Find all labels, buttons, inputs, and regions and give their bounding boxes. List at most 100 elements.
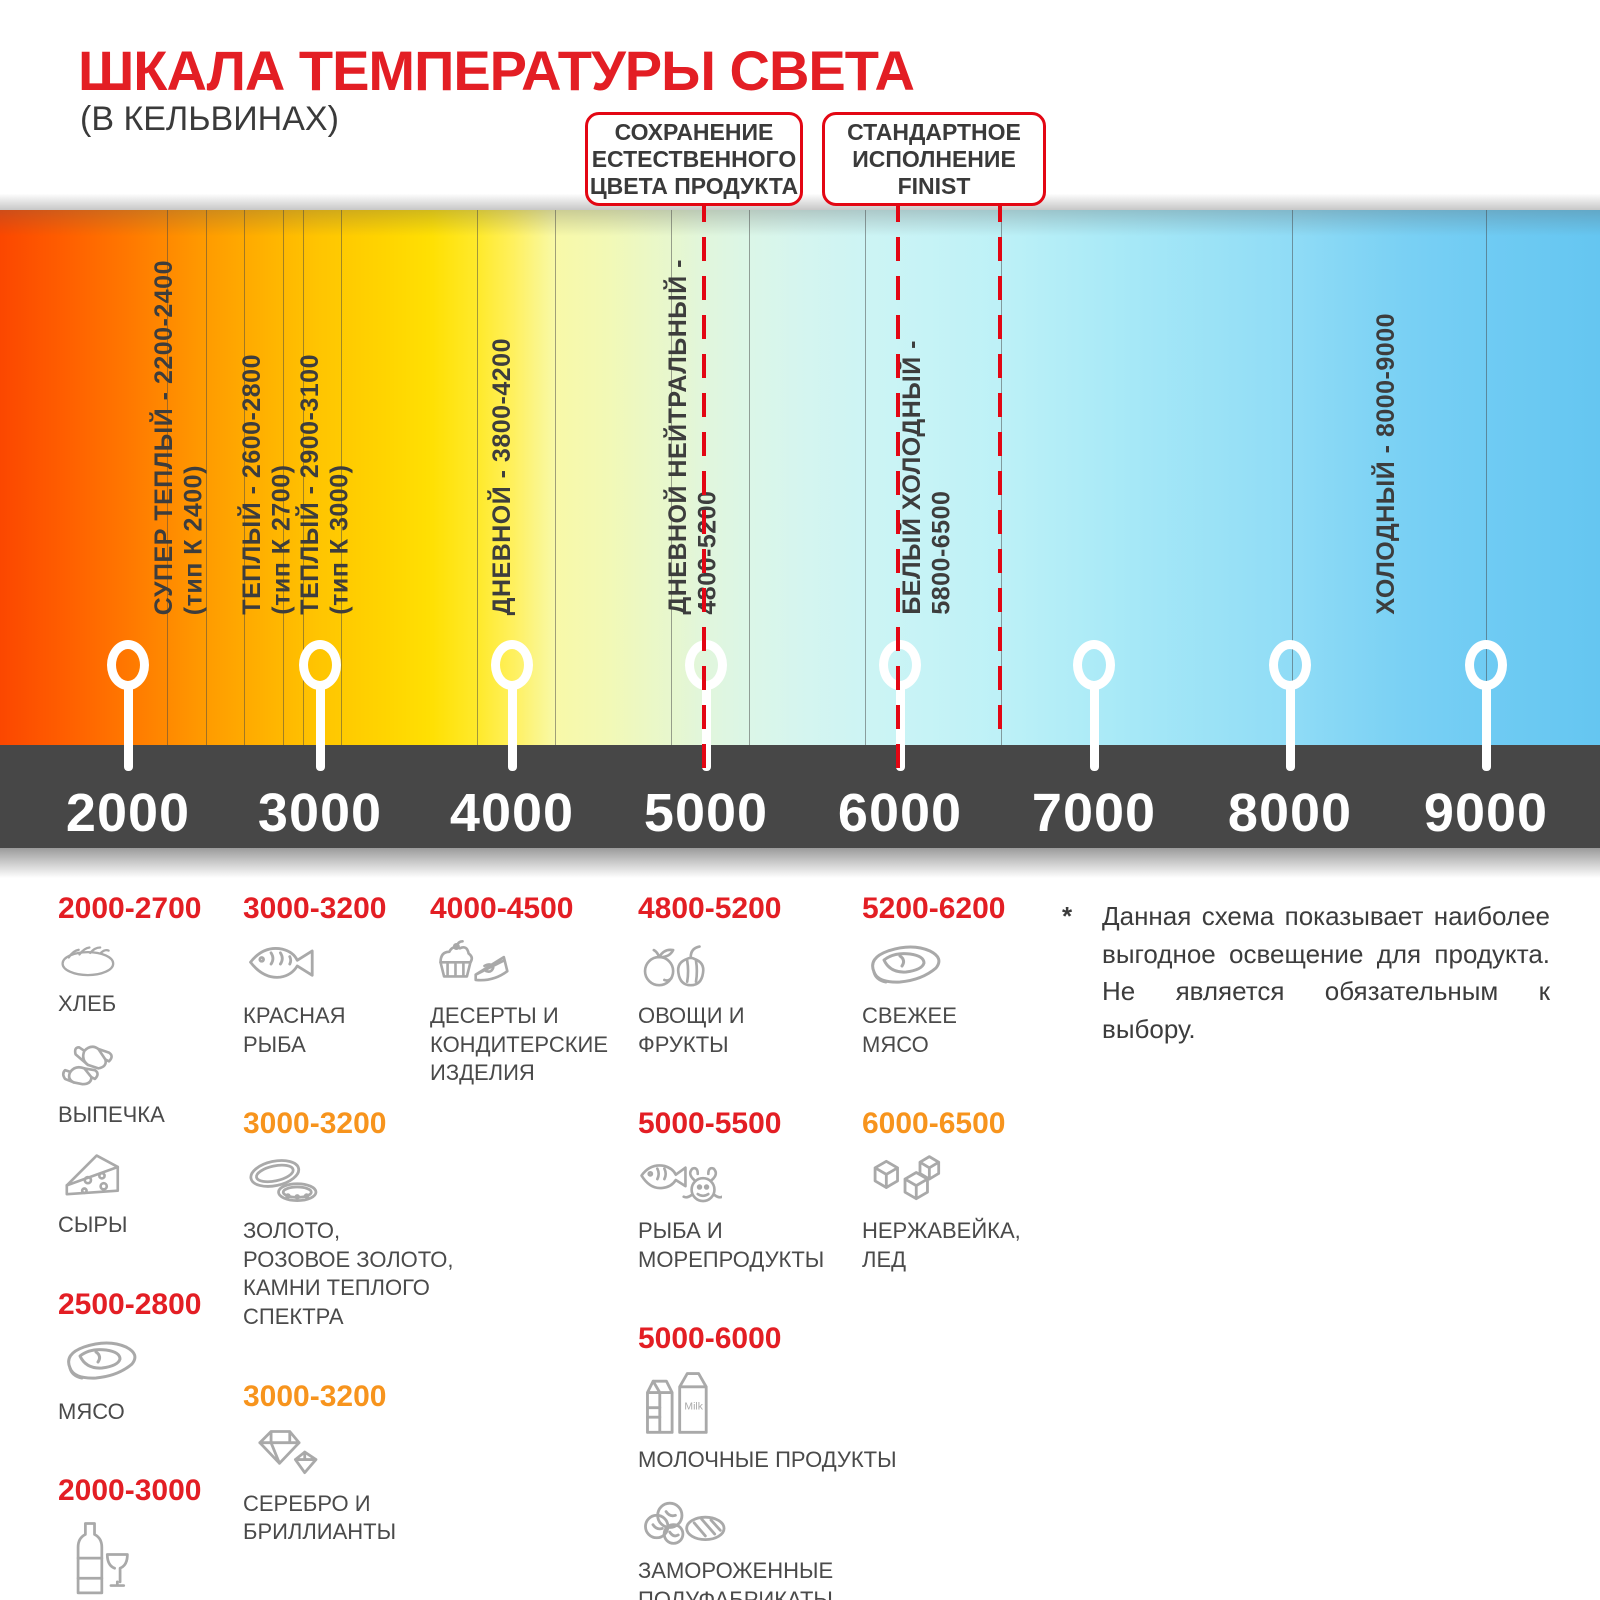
temp-range: 2500-2800 xyxy=(58,1287,202,1321)
segment-label-super-warm: СУПЕР ТЕПЛЫЙ - 2200-2400 (тип К 2400) xyxy=(150,259,208,615)
product-item: СВЕЖЕЕ МЯСО xyxy=(862,936,1072,1059)
product-item: СЫРЫ xyxy=(58,1145,243,1240)
product-group: 5200-6200 СВЕЖЕЕ МЯСО xyxy=(862,892,1072,1059)
product-item: ОВОЩИ И ФРУКТЫ xyxy=(638,936,938,1059)
product-item: НЕРЖАВЕЙКА, ЛЕД xyxy=(862,1151,1072,1274)
divider-2900 xyxy=(303,210,304,745)
product-label: МЯСО xyxy=(58,1398,125,1424)
temp-range: 4800-5200 xyxy=(638,892,782,925)
callout-natural-color: СОХРАНЕНИЕ ЕСТЕСТВЕННОГО ЦВЕТА ПРОДУКТА xyxy=(585,112,803,206)
diamond-icon xyxy=(243,1424,488,1482)
pin-3000 xyxy=(299,640,341,771)
product-item: ЗОЛОТО, РОЗОВОЕ ЗОЛОТО, КАМНИ ТЕПЛОГО СП… xyxy=(243,1151,488,1331)
tick-8000: 8000 xyxy=(1227,783,1353,843)
temp-range: 6000-6500 xyxy=(862,1107,1006,1141)
segment-label-cool-white: БЕЛЫЙ ХОЛОДНЫЙ -5800-6500 xyxy=(898,340,956,615)
product-label: МОЛОЧНЫЕ ПРОДУКТЫ xyxy=(638,1447,897,1473)
page-subtitle: (В КЕЛЬВИНАХ) xyxy=(80,100,339,138)
bread-icon xyxy=(58,936,243,982)
product-label: НЕРЖАВЕЙКА, ЛЕД xyxy=(862,1218,1021,1272)
guide-line-6500 xyxy=(998,198,1002,743)
divider-3800 xyxy=(477,210,478,745)
rings-icon xyxy=(243,1151,488,1209)
tick-2000: 2000 xyxy=(65,783,191,843)
product-group: 5000-6000 Milk МОЛОЧНЫЕ ПРОДУКТЫ ЗАМОРОЖ… xyxy=(638,1322,938,1600)
band-top-shadow xyxy=(0,194,1600,210)
produce-icon xyxy=(638,936,938,994)
cheese-icon xyxy=(58,1145,243,1203)
footnote-text: Данная схема показывает наиболее выгодно… xyxy=(1102,901,1550,1045)
divider-9000 xyxy=(1486,210,1487,745)
milk-icon: Milk xyxy=(638,1366,938,1438)
footnote-asterisk: * xyxy=(1062,901,1073,931)
divider-8000 xyxy=(1292,210,1293,745)
dessert-icon xyxy=(430,936,645,994)
temp-range: 3000-3200 xyxy=(243,1379,387,1413)
guide-line-5000 xyxy=(702,198,706,768)
divider-5800 xyxy=(865,210,866,745)
divider-4200 xyxy=(555,210,556,745)
meat-icon xyxy=(58,1332,243,1390)
product-label: СВЕЖЕЕ МЯСО xyxy=(862,1003,957,1057)
croissant-icon xyxy=(58,1035,243,1093)
divider-2200 xyxy=(167,210,168,745)
product-label: ЗАМОРОЖЕННЫЕ ПОЛУФАБРИКАТЫ xyxy=(638,1557,834,1600)
guide-line-6000 xyxy=(896,198,900,768)
temp-range: 5000-6000 xyxy=(638,1322,782,1356)
product-item: Milk МОЛОЧНЫЕ ПРОДУКТЫ xyxy=(638,1366,938,1475)
product-item: ДЕСЕРТЫ И КОНДИТЕРСКИЕ ИЗДЕЛИЯ xyxy=(430,936,645,1088)
pin-6000 xyxy=(879,640,921,771)
product-label: ХЛЕБ xyxy=(58,991,117,1016)
product-group: 4800-5200 ОВОЩИ И ФРУКТЫ xyxy=(638,892,938,1059)
tick-5000: 5000 xyxy=(643,783,769,843)
product-item: МЯСО xyxy=(58,1332,243,1427)
fish-icon xyxy=(243,936,488,994)
pin-5000 xyxy=(685,640,727,771)
divider-5200 xyxy=(749,210,750,745)
product-column-1: 2000-2700 ХЛЕБ ВЫПЕЧКА СЫРЫ 2500-2800 МЯ… xyxy=(58,892,243,1600)
product-item: РЫБА И МОРЕПРОДУКТЫ xyxy=(638,1151,938,1274)
divider-2600 xyxy=(244,210,245,745)
product-item: ВЫПЕЧКА xyxy=(58,1035,243,1130)
product-item: ЗАМОРОЖЕННЫЕ ПОЛУФАБРИКАТЫ xyxy=(638,1491,938,1600)
segment-label-warm-2700: ТЕПЛЫЙ - 2600-2800 (тип К 2700) xyxy=(238,354,296,615)
footnote: * Данная схема показывает наиболее выгод… xyxy=(1062,898,1550,1049)
tick-9000: 9000 xyxy=(1423,783,1549,843)
temp-range: 5200-6200 xyxy=(862,892,1006,925)
segment-label-cold: ХОЛОДНЫЙ - 8000-9000 xyxy=(1372,313,1400,615)
product-label: ДЕСЕРТЫ И КОНДИТЕРСКИЕ ИЗДЕЛИЯ xyxy=(430,1003,609,1086)
product-label: РЫБА И МОРЕПРОДУКТЫ xyxy=(638,1218,825,1272)
temp-range: 5000-5500 xyxy=(638,1107,782,1141)
temp-range: 2000-3000 xyxy=(58,1474,202,1508)
product-label: ОВОЩИ И ФРУКТЫ xyxy=(638,1003,745,1057)
tick-7000: 7000 xyxy=(1031,783,1157,843)
seafood-icon xyxy=(638,1151,938,1209)
divider-4800 xyxy=(671,210,672,745)
product-label: КРАСНАЯ РЫБА xyxy=(243,1003,346,1057)
product-column-4: 4800-5200 ОВОЩИ И ФРУКТЫ 5000-5500 РЫБА … xyxy=(638,892,938,1600)
meat-icon xyxy=(862,936,1072,994)
svg-text:Milk: Milk xyxy=(684,1402,703,1413)
page-title: ШКАЛА ТЕМПЕРАТУРЫ СВЕТА xyxy=(78,39,915,102)
product-column-2: 3000-3200 КРАСНАЯ РЫБА 3000-3200 ЗОЛОТО,… xyxy=(243,892,488,1563)
pin-7000 xyxy=(1073,640,1115,771)
product-group: 2500-2800 МЯСО xyxy=(58,1288,243,1427)
product-group: 2000-2700 ХЛЕБ ВЫПЕЧКА СЫРЫ xyxy=(58,892,243,1240)
kelvin-axis-band xyxy=(0,745,1600,848)
product-label: СЕРЕБРО И БРИЛЛИАНТЫ xyxy=(243,1490,397,1545)
product-column-3: 4000-4500 ДЕСЕРТЫ И КОНДИТЕРСКИЕ ИЗДЕЛИЯ xyxy=(430,892,645,1104)
product-item: СЕРЕБРО И БРИЛЛИАНТЫ xyxy=(243,1424,488,1547)
product-group: 3000-3200 СЕРЕБРО И БРИЛЛИАНТЫ xyxy=(243,1380,488,1547)
pin-9000 xyxy=(1465,640,1507,771)
product-label: СЫРЫ xyxy=(58,1212,128,1238)
product-group: 5000-5500 РЫБА И МОРЕПРОДУКТЫ xyxy=(638,1107,938,1274)
product-item: ХЛЕБ xyxy=(58,936,243,1019)
segment-label-daylight-neutral: ДНЕВНОЙ НЕЙТРАЛЬНЫЙ -4800-5200 xyxy=(664,259,722,615)
ice-cubes-icon xyxy=(862,1151,1072,1209)
product-item: КРАСНАЯ РЫБА xyxy=(243,936,488,1059)
temp-range: 3000-3200 xyxy=(243,892,387,925)
product-group: 6000-6500 НЕРЖАВЕЙКА, ЛЕД xyxy=(862,1107,1072,1274)
product-group: 3000-3200 КРАСНАЯ РЫБА xyxy=(243,892,488,1059)
pin-2000 xyxy=(107,640,149,771)
